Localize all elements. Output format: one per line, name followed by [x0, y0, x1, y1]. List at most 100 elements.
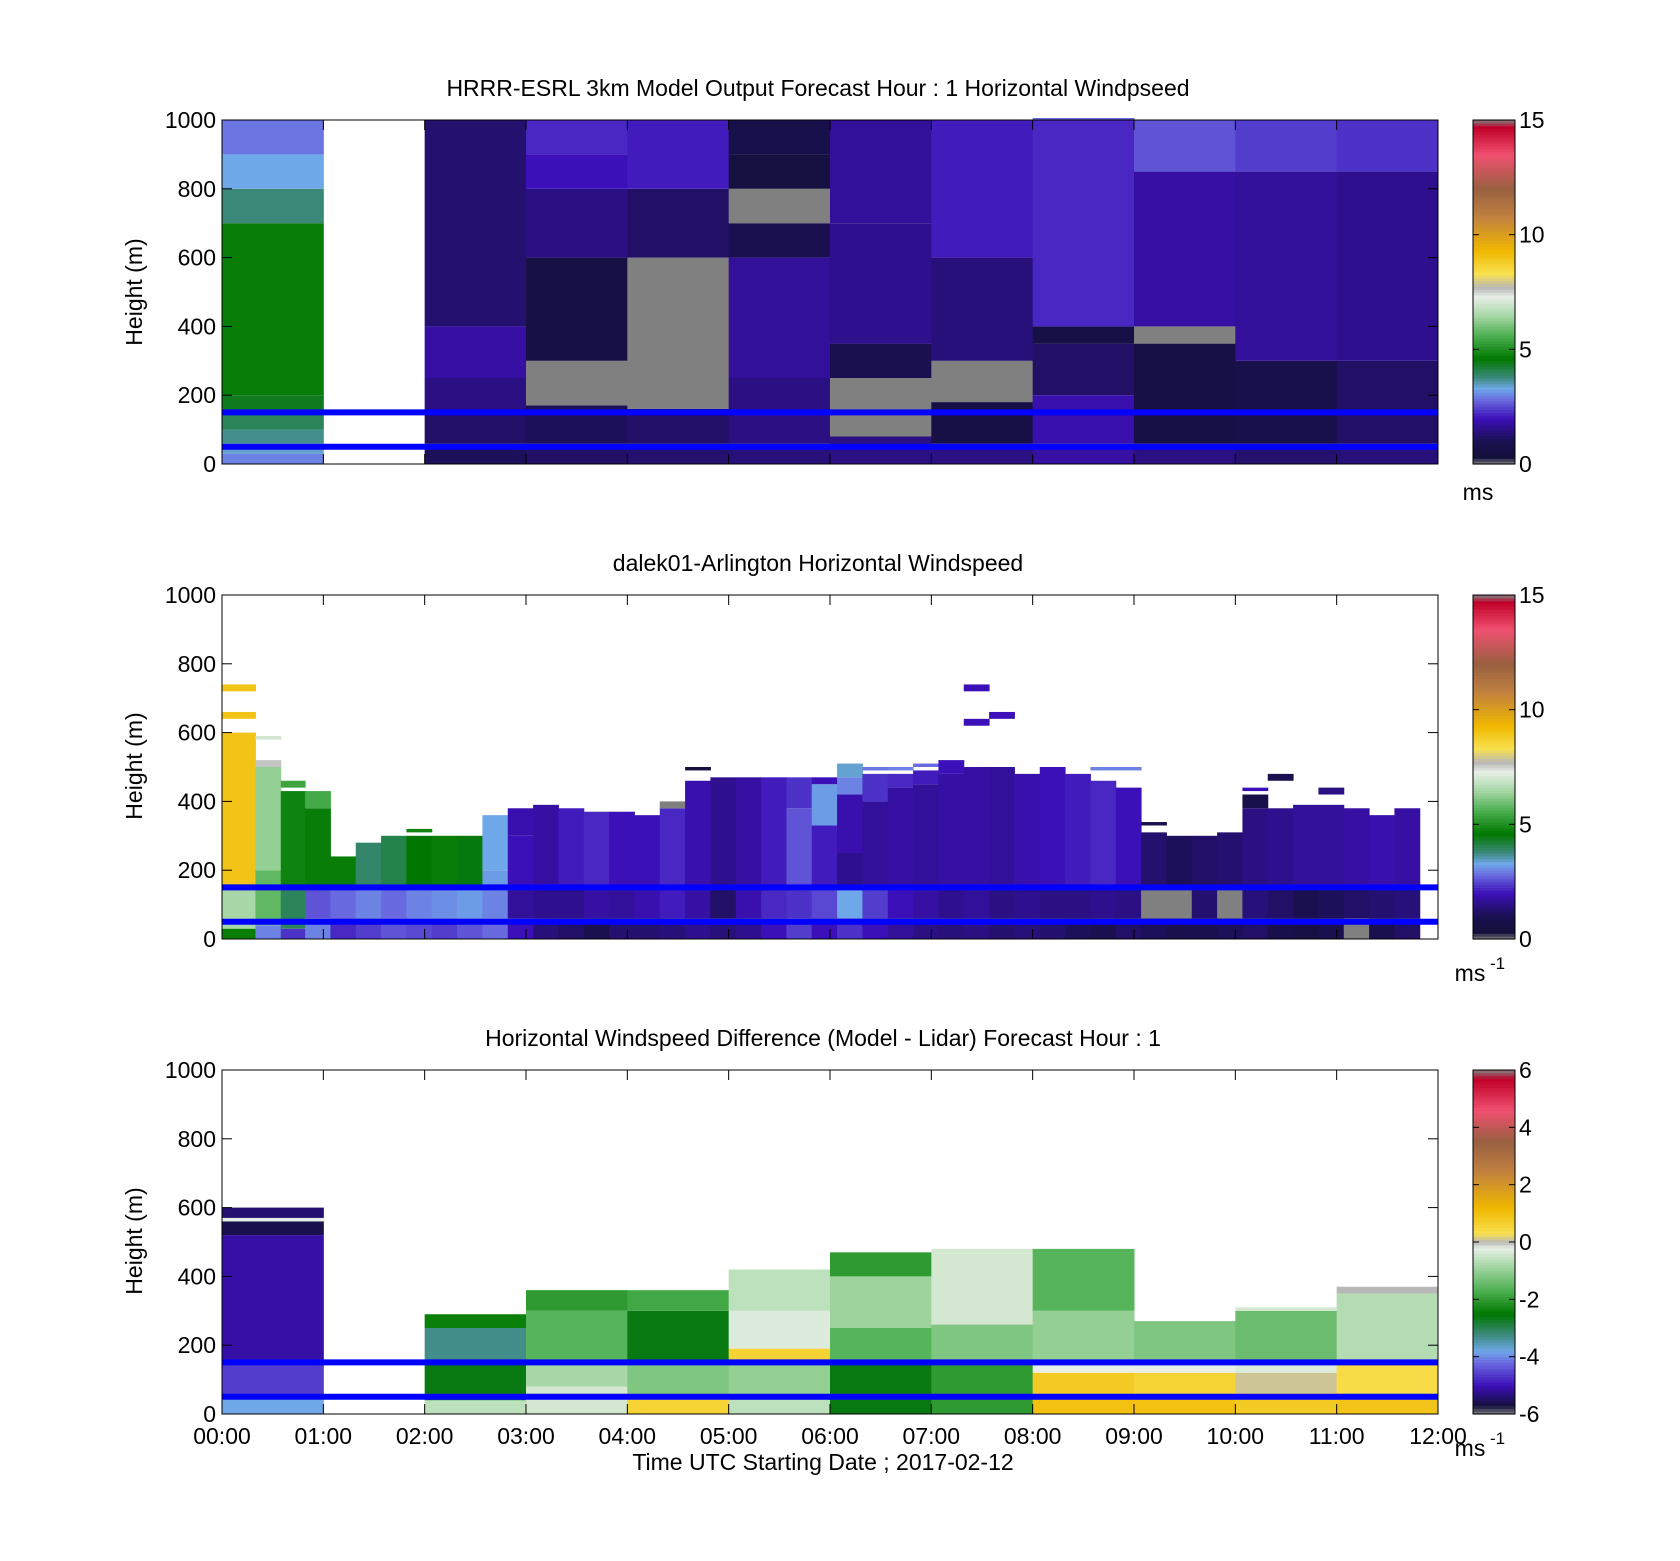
- colorbar-swatch: [1473, 612, 1515, 616]
- heatmap-cell: [355, 842, 382, 888]
- colorbar-swatch: [1473, 873, 1515, 877]
- heatmap-cell: [526, 1310, 628, 1363]
- colorbar-swatch: [1473, 1207, 1515, 1212]
- colorbar-swatch: [1473, 257, 1515, 262]
- colorbar-swatch: [1473, 1302, 1515, 1306]
- colorbar-swatch: [1473, 597, 1515, 602]
- colorbar-swatch: [1473, 769, 1515, 774]
- heatmap-cell: [482, 870, 509, 888]
- colorbar-swatch: [1473, 1081, 1515, 1085]
- heatmap-cell: [728, 188, 831, 224]
- colorbar-swatch: [1473, 1348, 1515, 1352]
- heatmap-cell: [728, 1348, 831, 1363]
- colorbar-swatch: [1473, 850, 1515, 854]
- heatmap-cell: [1235, 120, 1338, 172]
- colorbar-swatch: [1473, 746, 1515, 751]
- colorbar-swatch: [1473, 1133, 1515, 1137]
- colorbar-swatch: [1473, 1299, 1515, 1303]
- heatmap-cell: [222, 684, 256, 692]
- heatmap-cell: [728, 1310, 831, 1349]
- colorbar-swatch: [1473, 1144, 1515, 1148]
- colorbar-swatch: [1473, 706, 1515, 711]
- heatmap-cell: [786, 887, 813, 919]
- heatmap-cell: [305, 791, 331, 809]
- colorbar-swatch: [1473, 1092, 1515, 1097]
- colorbar-swatch: [1473, 317, 1515, 322]
- heatmap-cell: [931, 1362, 1034, 1414]
- heatmap-cell: [963, 767, 990, 888]
- heatmap-cell: [659, 887, 686, 919]
- heatmap-cell: [533, 887, 559, 919]
- heatmap-cell: [1032, 1362, 1135, 1373]
- heatmap-cell: [583, 887, 610, 919]
- y-tick-label: 1000: [165, 1057, 216, 1083]
- colorbar-swatch: [1473, 443, 1515, 448]
- heatmap-cell: [1394, 808, 1421, 888]
- x-tick-label: 08:00: [1004, 1423, 1062, 1449]
- heatmap-cell: [222, 120, 324, 155]
- heatmap-cell: [583, 811, 610, 888]
- colorbar-swatch: [1473, 392, 1515, 396]
- colorbar-swatch: [1473, 412, 1515, 416]
- colorbar-swatch: [1473, 226, 1515, 230]
- colorbar-swatch: [1473, 617, 1515, 622]
- heatmap-cell: [222, 223, 324, 396]
- colorbar-swatch: [1473, 1187, 1515, 1191]
- y-tick-label: 400: [178, 313, 216, 339]
- heatmap-cell: [837, 794, 863, 853]
- colorbar-swatch: [1473, 936, 1515, 940]
- colorbar-swatch: [1473, 432, 1515, 436]
- heatmap-cell: [761, 887, 787, 919]
- colorbar-swatch: [1473, 1285, 1515, 1289]
- heatmap-cell: [728, 257, 831, 378]
- heatmap-cell: [507, 808, 534, 836]
- heatmap-cell: [507, 887, 534, 919]
- x-tick-label: 01:00: [295, 1423, 353, 1449]
- colorbar-swatch: [1473, 312, 1515, 316]
- heatmap-cell: [1235, 171, 1338, 361]
- colorbar-swatch: [1473, 1244, 1515, 1249]
- colorbar-swatch: [1473, 343, 1515, 348]
- panel-title: dalek01-Arlington Horizontal Windspeed: [613, 550, 1023, 576]
- colorbar-tick-label: 0: [1519, 926, 1532, 952]
- colorbar-swatch: [1473, 423, 1515, 428]
- colorbar-swatch: [1473, 320, 1515, 325]
- heatmap-cell: [431, 887, 458, 919]
- colorbar-swatch: [1473, 1259, 1515, 1263]
- heatmap-cell: [1242, 808, 1269, 888]
- colorbar-swatch: [1473, 827, 1515, 831]
- x-tick-label: 11:00: [1309, 1423, 1365, 1449]
- heatmap-cell: [1191, 887, 1218, 919]
- colorbar-tick-label: 0: [1519, 1229, 1532, 1255]
- colorbar-swatch: [1473, 441, 1515, 445]
- heatmap-cell: [255, 767, 282, 871]
- colorbar-swatch: [1473, 446, 1515, 451]
- heatmap-cell: [222, 1217, 324, 1222]
- colorbar-swatch: [1473, 1075, 1515, 1080]
- colorbar-swatch: [1473, 1365, 1515, 1369]
- colorbar-swatch: [1473, 1135, 1515, 1140]
- colorbar-swatch: [1473, 415, 1515, 419]
- heatmap-cell: [913, 784, 939, 888]
- heatmap-cell: [1191, 835, 1218, 888]
- heatmap-cell: [526, 1290, 628, 1311]
- colorbar-swatch: [1473, 260, 1515, 264]
- colorbar-swatch: [1473, 1325, 1515, 1329]
- colorbar-swatch: [1473, 1124, 1515, 1128]
- colorbar-swatch: [1473, 787, 1515, 791]
- heatmap-cell: [634, 887, 661, 919]
- heatmap-cell: [1235, 1362, 1338, 1373]
- colorbar-swatch: [1473, 855, 1515, 860]
- colorbar-swatch: [1473, 1262, 1515, 1266]
- colorbar-swatch: [1473, 729, 1515, 734]
- colorbar-tick-label: 2: [1519, 1172, 1532, 1198]
- heatmap-cell: [634, 815, 661, 888]
- colorbar-swatch: [1473, 652, 1515, 656]
- colorbar-swatch: [1473, 1336, 1515, 1341]
- colorbar-swatch: [1473, 1333, 1515, 1338]
- colorbar-swatch: [1473, 821, 1515, 825]
- heatmap-cell: [862, 773, 889, 802]
- colorbar-swatch: [1473, 340, 1515, 345]
- colorbar-swatch: [1473, 369, 1515, 373]
- colorbar-swatch: [1473, 724, 1515, 728]
